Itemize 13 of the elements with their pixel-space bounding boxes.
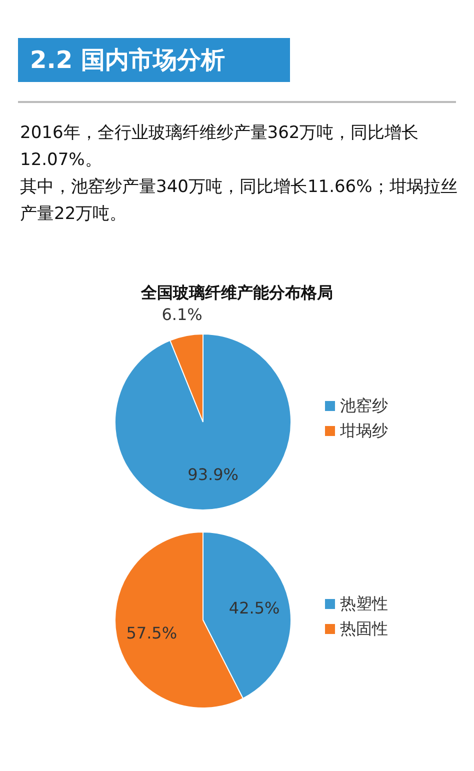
legend-label: 坩埚纱 (339, 421, 388, 440)
text: 其中，池窑纱产量340万吨，同比增长11.66%；坩埚拉丝产量22万吨。 (20, 176, 458, 226)
chart-title: 全国玻璃纤维产能分布格局 (140, 283, 333, 302)
text: 2.2 国内市场分析 (18, 38, 290, 82)
data-label: 42.5% (228, 598, 280, 618)
legend-label: 热固性 (340, 619, 388, 638)
legend-label: 池窑纱 (340, 396, 388, 415)
pie-slice (114, 334, 292, 510)
data-label: 93.9% (188, 464, 238, 484)
data-label: 57.5% (126, 623, 178, 642)
text: 2016年，全行业玻璃纤维纱产量362万吨，同比增长12.07%。 (20, 122, 420, 172)
legend-label: 热塑性 (340, 594, 388, 613)
data-label: 6.1% (162, 305, 202, 324)
